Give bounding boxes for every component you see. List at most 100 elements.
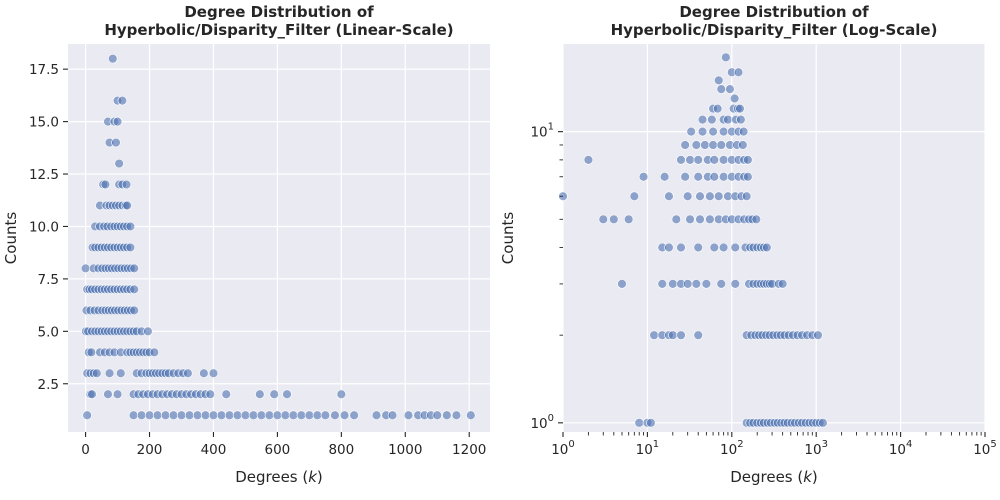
data-point xyxy=(129,263,139,274)
data-point xyxy=(248,410,259,420)
data-point xyxy=(122,200,132,211)
y-tick-label: 7.5 xyxy=(38,272,59,288)
data-point xyxy=(714,191,724,201)
data-point xyxy=(777,279,788,289)
data-point xyxy=(723,114,733,125)
data-point xyxy=(743,172,753,182)
data-point xyxy=(743,155,753,165)
x-tick-label: 200 xyxy=(137,442,163,458)
data-point xyxy=(168,410,179,420)
x-tick-label: 400 xyxy=(201,442,227,458)
data-point xyxy=(709,242,719,253)
data-point xyxy=(87,389,97,399)
data-point xyxy=(638,172,649,182)
y-tick-label: 100 xyxy=(530,413,554,432)
data-point xyxy=(296,410,307,420)
data-point xyxy=(199,368,209,378)
y-tick-label: 2.5 xyxy=(38,377,59,393)
data-point xyxy=(709,172,719,182)
data-point xyxy=(676,330,686,340)
data-point xyxy=(255,389,265,399)
data-point xyxy=(114,158,124,169)
data-point xyxy=(112,116,123,127)
data-point xyxy=(280,410,291,420)
data-point xyxy=(718,172,729,182)
data-point xyxy=(707,114,717,125)
data-point xyxy=(312,410,323,420)
data-point xyxy=(695,191,705,201)
data-point xyxy=(208,410,219,420)
data-point xyxy=(634,418,644,428)
chart-title: Degree Distribution of Hyperbolic/Dispari… xyxy=(104,3,453,39)
x-tick-label: 101 xyxy=(636,439,660,458)
data-point xyxy=(339,410,350,420)
chart-panel-2: 100 101 102 103 104 105 100 101 Degree Distribut… xyxy=(499,3,997,486)
data-point xyxy=(682,279,693,289)
data-point xyxy=(125,242,136,253)
data-point xyxy=(232,410,243,420)
data-point xyxy=(200,410,211,420)
x-tick-label: 103 xyxy=(804,439,828,458)
data-point xyxy=(680,172,690,182)
data-point xyxy=(657,279,667,289)
data-point xyxy=(700,140,710,150)
data-point xyxy=(103,389,113,399)
data-point xyxy=(269,389,279,399)
data-point xyxy=(149,347,160,357)
data-point xyxy=(104,368,115,378)
data-point xyxy=(695,214,705,225)
data-point xyxy=(224,410,235,420)
data-point xyxy=(818,418,828,428)
data-point xyxy=(320,410,331,420)
data-point xyxy=(682,191,693,201)
data-point xyxy=(741,191,752,201)
data-point xyxy=(691,140,702,150)
data-point xyxy=(121,179,132,190)
data-point xyxy=(205,389,215,399)
data-point xyxy=(718,242,729,253)
data-point xyxy=(668,330,678,340)
data-point xyxy=(718,126,729,137)
data-point xyxy=(716,279,726,289)
x-tick-label: 0 xyxy=(81,442,90,458)
data-point xyxy=(442,410,452,420)
data-point xyxy=(693,155,703,165)
data-point xyxy=(691,279,702,289)
data-point xyxy=(712,103,723,114)
data-point xyxy=(282,389,292,399)
data-point xyxy=(705,214,715,225)
x-tick-label: 105 xyxy=(973,439,997,458)
data-point xyxy=(716,84,726,94)
data-point xyxy=(387,410,398,420)
data-point xyxy=(676,242,686,253)
data-point xyxy=(336,389,347,399)
data-point xyxy=(659,172,670,182)
data-point xyxy=(598,214,608,225)
data-point xyxy=(112,389,123,399)
data-point xyxy=(272,410,283,420)
data-point xyxy=(208,368,219,378)
data-point xyxy=(701,279,712,289)
x-tick-label: 102 xyxy=(720,439,744,458)
data-point xyxy=(136,410,147,420)
data-point xyxy=(676,155,686,165)
data-point xyxy=(403,410,414,420)
data-point xyxy=(111,137,121,148)
data-point xyxy=(100,179,111,190)
y-tick-label: 101 xyxy=(530,122,554,141)
data-point xyxy=(152,410,163,420)
data-point xyxy=(117,95,128,106)
data-point xyxy=(256,410,267,420)
data-point xyxy=(725,84,735,94)
y-tick-label: 15.0 xyxy=(29,115,59,131)
data-point xyxy=(697,114,708,125)
data-point xyxy=(729,93,740,104)
x-tick-label: 600 xyxy=(265,442,291,458)
data-point xyxy=(240,410,251,420)
x-tick-label: 1200 xyxy=(452,442,486,458)
data-point xyxy=(129,284,139,295)
data-point xyxy=(685,155,695,165)
data-point xyxy=(738,126,749,137)
x-tick-label: 800 xyxy=(328,442,354,458)
